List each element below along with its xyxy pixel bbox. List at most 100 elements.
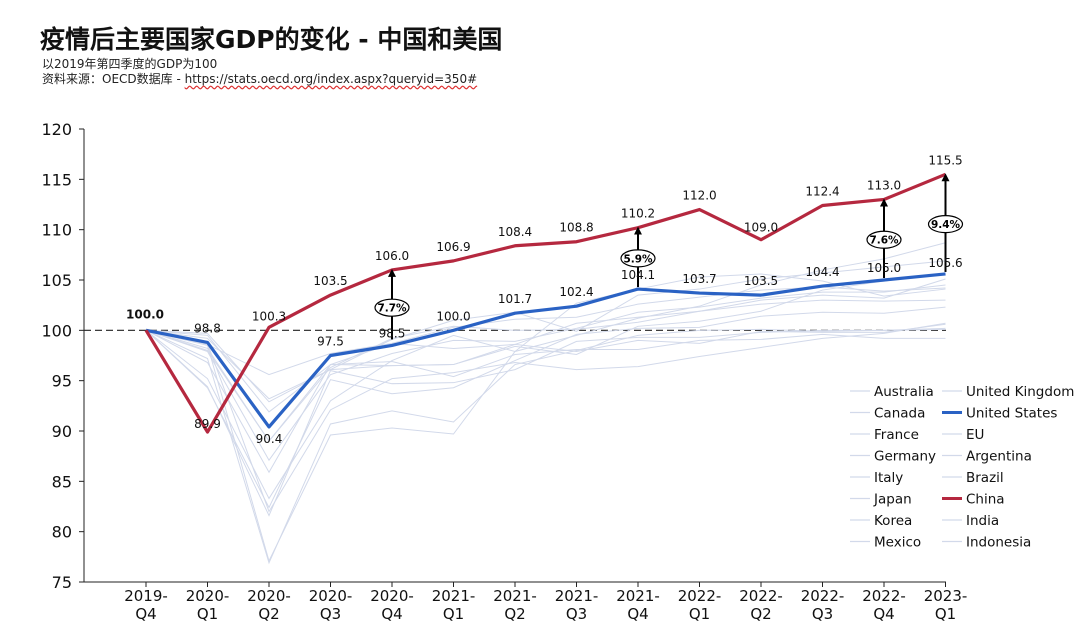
series-line-eu xyxy=(145,299,946,474)
x-tick-label-line: Q1 xyxy=(443,605,464,623)
legend: Australia Canada France Germany Italy Japan Ko… xyxy=(850,384,1074,551)
legend-label: Australia xyxy=(874,384,934,400)
x-tick-label-line: Q1 xyxy=(935,605,956,623)
x-tick-label-line: 2023- xyxy=(924,587,968,605)
source-label: 资料来源：OECD数据库 - xyxy=(42,72,185,86)
china-data-label: 112.0 xyxy=(682,189,716,203)
series-line-brazil xyxy=(145,278,946,442)
series-line-china xyxy=(144,172,947,434)
legend-label: United Kingdom xyxy=(966,384,1074,400)
legend-label: Indonesia xyxy=(966,535,1031,551)
x-tick-label: 2021-Q1 xyxy=(432,587,476,623)
us-data-label: 103.7 xyxy=(682,272,716,286)
y-tick-label: 90 xyxy=(52,422,72,441)
china-data-label: 112.4 xyxy=(805,185,839,199)
chart-title: 疫情后主要国家GDP的变化 - 中国和美国 xyxy=(40,25,503,54)
china-data-label: 115.5 xyxy=(928,153,962,167)
us-data-label: 104.1 xyxy=(621,268,655,282)
series-line-united-kingdom xyxy=(145,328,946,565)
x-tick-label: 2020-Q2 xyxy=(247,587,291,623)
x-tick-label-line: Q3 xyxy=(812,605,833,623)
data-label-group: 98.8 90.4 97.5 98.5 100.0 101.7 102.4 104.1 103.… xyxy=(126,153,963,446)
series-line-united-states xyxy=(145,272,946,429)
source-url: https://stats.oecd.org/index.aspx?queryi… xyxy=(184,72,478,86)
y-tick-label: 120 xyxy=(41,120,72,139)
legend-label: Germany xyxy=(874,449,936,465)
china-data-label: 113.0 xyxy=(867,178,901,192)
gap-badge xyxy=(374,298,410,317)
x-tick-label-line: 2022- xyxy=(862,587,906,605)
x-tick-label-line: Q2 xyxy=(750,605,771,623)
chart-subtitle: 以2019年第四季度的GDP为100 xyxy=(42,57,218,71)
gap-label: 7.6% xyxy=(869,235,899,247)
other-series-group xyxy=(145,242,946,565)
legend-label: Mexico xyxy=(874,535,921,551)
legend-label: Korea xyxy=(874,513,912,529)
china-data-label: 108.8 xyxy=(559,221,593,235)
x-tick-label-line: Q4 xyxy=(627,605,648,623)
x-tick-label: 2021-Q4 xyxy=(616,587,660,623)
us-data-label: 98.5 xyxy=(379,326,406,340)
x-tick-label-line: Q1 xyxy=(197,605,218,623)
y-tick-label: 115 xyxy=(41,170,72,189)
series-line-argentina xyxy=(145,273,946,500)
x-tick-label: 2020-Q4 xyxy=(370,587,414,623)
china-data-label: 109.0 xyxy=(744,221,778,235)
x-tick-label-line: 2020- xyxy=(309,587,353,605)
x-tick-label-line: Q4 xyxy=(135,605,156,623)
x-tick-label: 2022-Q2 xyxy=(739,587,783,623)
x-tick-label-line: 2021- xyxy=(555,587,599,605)
x-tick-label-line: Q3 xyxy=(566,605,587,623)
x-tick-label-line: Q1 xyxy=(689,605,710,623)
x-tick-label: 2021-Q2 xyxy=(493,587,537,623)
series-line-indonesia xyxy=(145,273,946,400)
gap-badge xyxy=(866,230,902,249)
us-data-label: 103.5 xyxy=(744,274,778,288)
us-data-label: 100.0 xyxy=(436,309,470,323)
x-tick-label-line: 2020- xyxy=(186,587,230,605)
y-tick-label: 80 xyxy=(52,523,72,542)
y-tick-label: 75 xyxy=(52,573,72,592)
x-tick-label: 2022-Q3 xyxy=(801,587,845,623)
legend-label: EU xyxy=(966,427,984,443)
legend-label: Italy xyxy=(874,470,903,486)
x-tick-label: 2023-Q1 xyxy=(924,587,968,623)
legend-label: Japan xyxy=(873,492,912,508)
gap-label: 9.4% xyxy=(931,219,961,231)
x-tick-label: 2020-Q1 xyxy=(186,587,230,623)
series-line-japan xyxy=(145,323,946,413)
us-data-label: 102.4 xyxy=(559,285,593,299)
x-tick-label-line: 2022- xyxy=(801,587,845,605)
highlight-series-group xyxy=(144,172,947,434)
china-data-label: 108.4 xyxy=(498,225,532,239)
series-line-australia xyxy=(145,260,946,403)
x-tick-label-line: Q4 xyxy=(873,605,894,623)
gap-label: 7.7% xyxy=(377,303,407,315)
legend-label: Canada xyxy=(874,406,925,422)
legend-label: Argentina xyxy=(966,449,1032,465)
china-data-label: 110.2 xyxy=(621,207,655,221)
x-tick-label: 2021-Q3 xyxy=(555,587,599,623)
gap-badge xyxy=(620,249,656,268)
x-tick-label-line: Q3 xyxy=(320,605,341,623)
legend-label: Brazil xyxy=(966,470,1004,486)
legend-label: France xyxy=(874,427,919,443)
legend-label: China xyxy=(966,492,1005,508)
x-tick-label-line: Q2 xyxy=(258,605,279,623)
source-line: 资料来源：OECD数据库 - https://stats.oecd.org/in… xyxy=(42,72,477,87)
x-tick-label-line: 2020- xyxy=(247,587,291,605)
gap-annotation-group: 7.7% 5.9% 7.6% 9.4% xyxy=(374,173,964,340)
x-tick-label-line: 2019- xyxy=(124,587,168,605)
china-data-label: 106.9 xyxy=(436,240,470,254)
x-tick-label-line: 2020- xyxy=(370,587,414,605)
x-tick-label: 2019-Q4 xyxy=(124,587,168,623)
y-tick-label: 105 xyxy=(41,271,72,290)
baseline-data-label: 100.0 xyxy=(126,307,164,321)
x-tick-label: 2022-Q1 xyxy=(678,587,722,623)
legend-label: India xyxy=(966,513,999,529)
legend-label: United States xyxy=(966,406,1057,422)
series-line-italy xyxy=(145,306,946,509)
gap-label: 5.9% xyxy=(623,253,653,265)
chart-subtitle-block: 以2019年第四季度的GDP为100 资料来源：OECD数据库 - https:… xyxy=(42,57,477,87)
